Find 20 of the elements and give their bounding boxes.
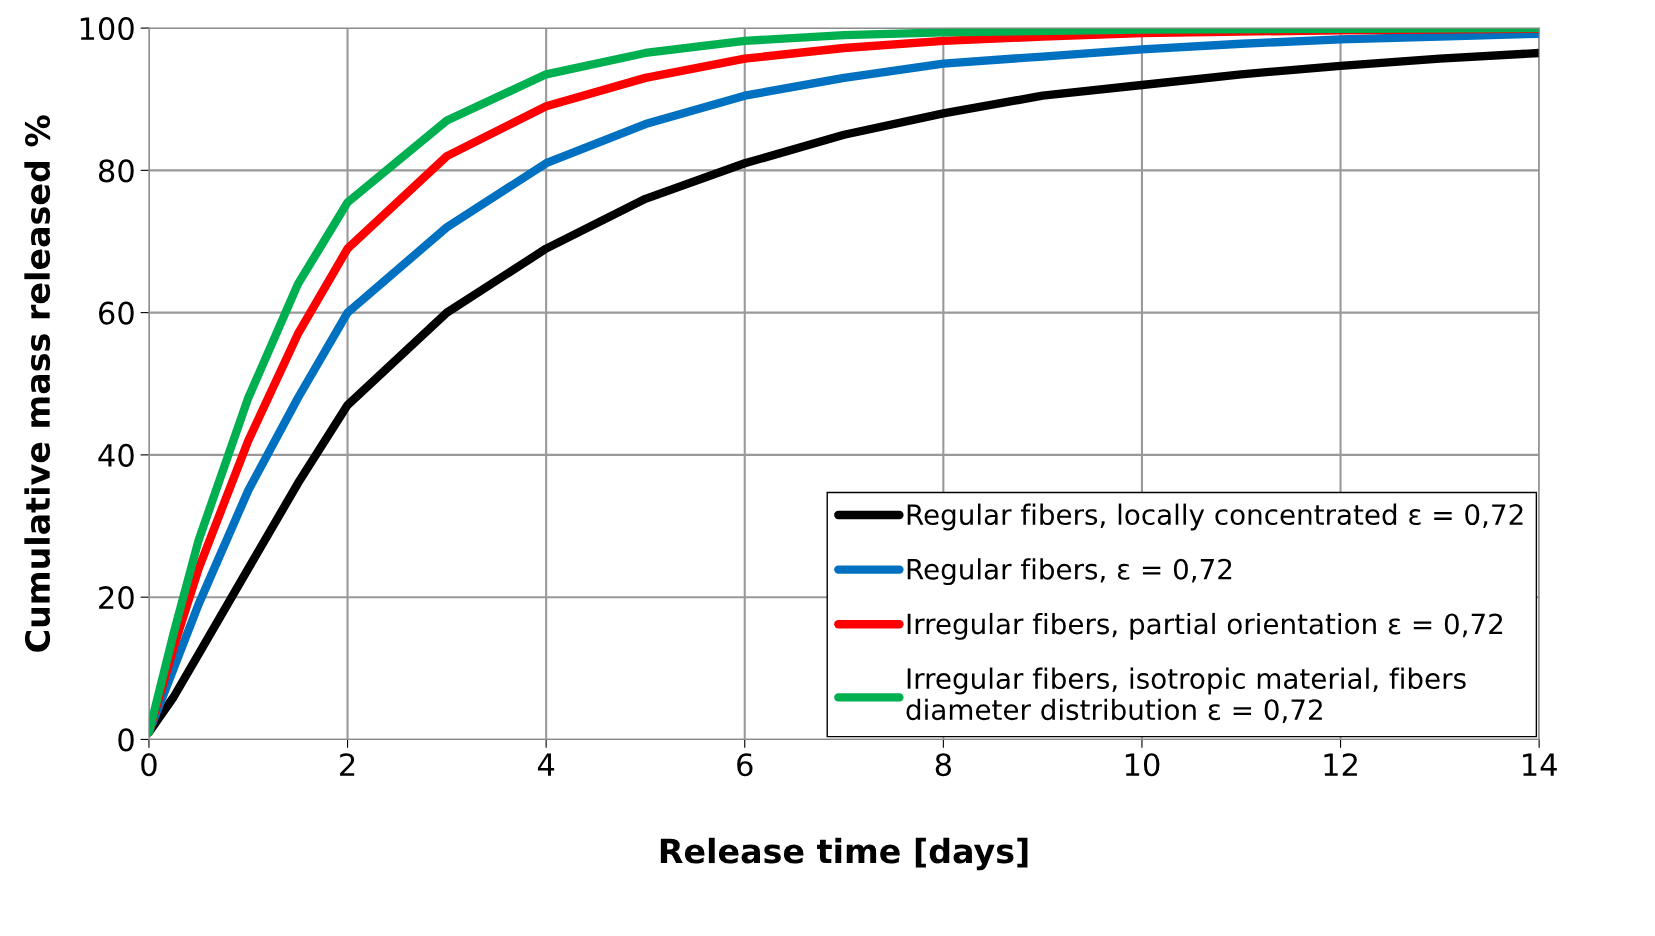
legend-label: Regular fibers, locally concentrated ε = 0,72 — [907, 503, 1523, 531]
y-tick-label: 80 — [98, 159, 134, 183]
y-tick-label: 60 — [99, 301, 134, 325]
legend-label: Irregular fibers, partial orientation ε = 0,72 — [907, 612, 1503, 640]
y-tick-label: 40 — [98, 443, 134, 467]
x-tick-label: 14 — [1523, 753, 1557, 776]
x-tick-label: 8 — [935, 753, 951, 777]
y-tick-label: 0 — [118, 728, 134, 752]
x-tick-label: 6 — [737, 753, 753, 777]
x-tick-label: 10 — [1125, 753, 1160, 777]
x-tick-label: 4 — [537, 753, 555, 776]
y-axis-title: Cumulative mass released % — [24, 115, 51, 652]
y-tick-label: 100 — [80, 17, 134, 41]
x-tick-label: 0 — [141, 753, 157, 777]
x-tick-label: 2 — [340, 753, 355, 776]
x-tick-label: 12 — [1324, 753, 1357, 776]
y-tick-label: 20 — [99, 586, 134, 610]
legend-label: Regular fibers, ε = 0,72 — [907, 558, 1232, 586]
legend-label: Irregular fibers, isotropic material, fibers diameter distribution ε = 0,72 — [906, 667, 1466, 723]
x-axis-title: Release time [days] — [660, 837, 1028, 871]
